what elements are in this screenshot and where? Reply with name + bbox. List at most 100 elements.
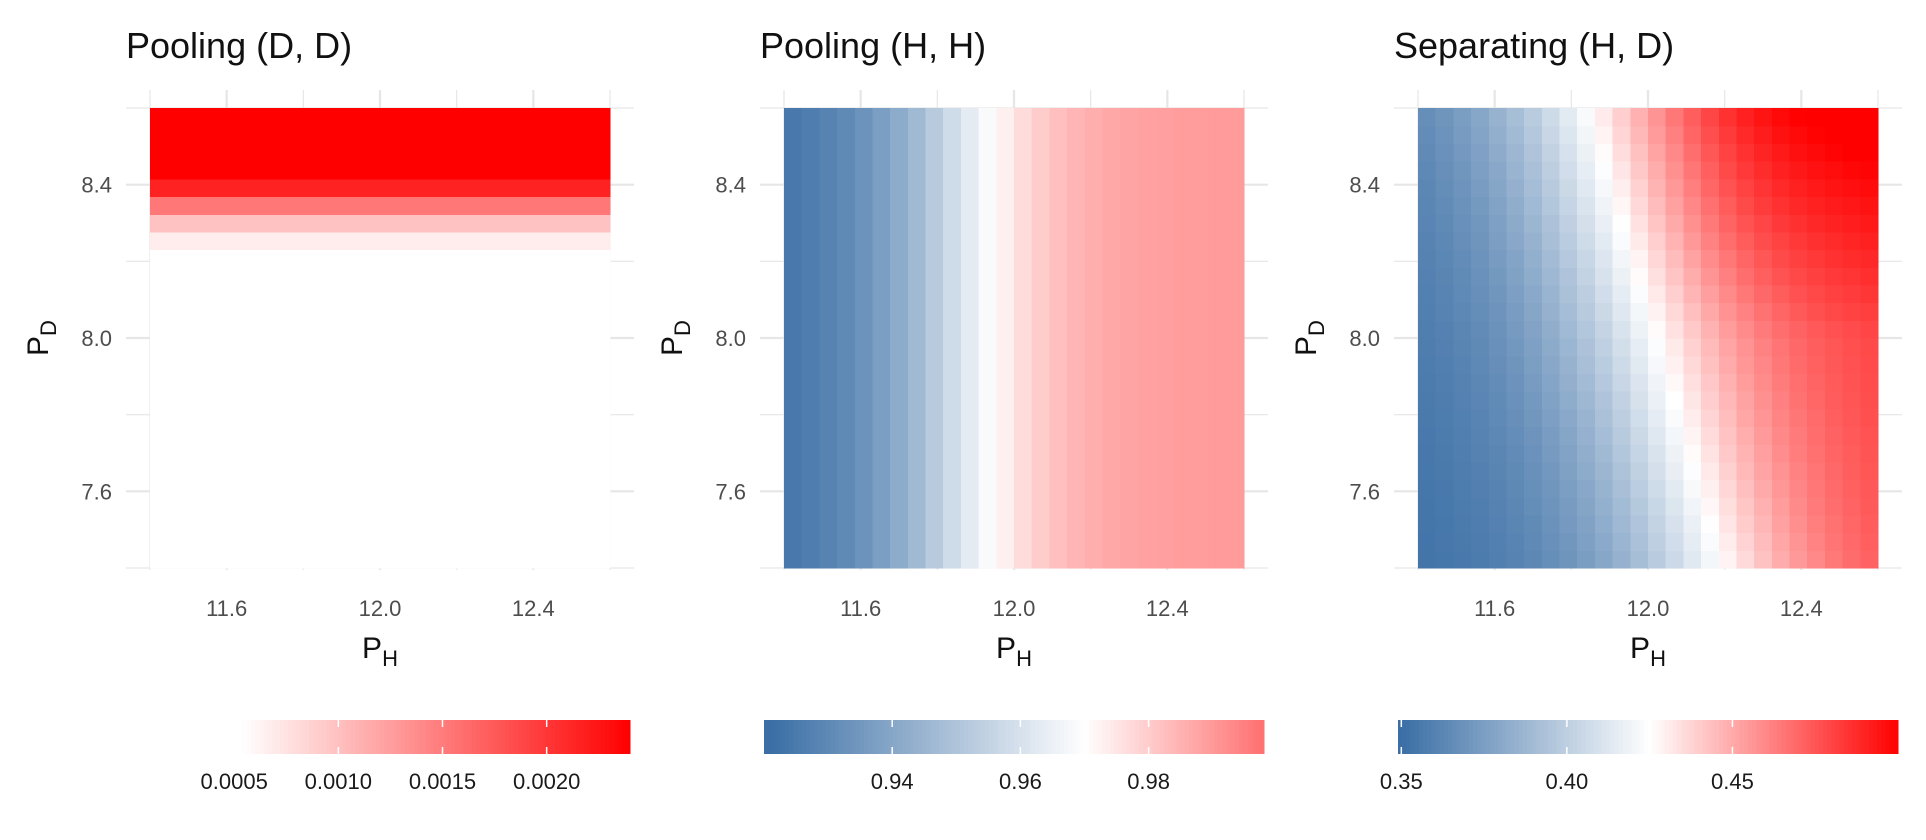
- heatmap-tile: [592, 125, 611, 144]
- heatmap-tile: [996, 514, 1015, 534]
- heatmap-tile: [1630, 391, 1649, 410]
- heatmap-tile: [1155, 320, 1174, 339]
- heatmap-tile: [978, 426, 997, 445]
- colorbar-segment: [1055, 720, 1061, 754]
- heatmap-tile: [1208, 426, 1227, 445]
- heatmap-tile: [326, 497, 346, 516]
- heatmap-tile: [801, 125, 820, 144]
- colorbar-segment: [1843, 720, 1849, 754]
- heatmap-tile: [486, 214, 505, 233]
- heatmap-tile: [854, 284, 874, 304]
- heatmap-tile: [1559, 497, 1578, 516]
- heatmap-tile: [1541, 355, 1561, 374]
- heatmap-tile: [1418, 231, 1437, 251]
- heatmap-tile: [167, 320, 186, 339]
- heatmap-tile: [1860, 338, 1879, 357]
- heatmap-tile: [996, 532, 1015, 551]
- colorbar-segment: [1639, 720, 1645, 754]
- heatmap-tile: [203, 231, 222, 251]
- heatmap-tile: [1471, 196, 1490, 215]
- heatmap-tile: [397, 284, 416, 304]
- heatmap-tile: [150, 373, 169, 392]
- heatmap-tile: [907, 550, 927, 569]
- colorbar-segment: [1773, 720, 1778, 754]
- heatmap-tile: [872, 267, 891, 286]
- heatmap-tile: [203, 302, 222, 321]
- heatmap-tile: [556, 408, 576, 428]
- colorbar-segment: [280, 720, 285, 754]
- heatmap-tile: [1049, 550, 1068, 569]
- heatmap-tile: [397, 391, 416, 410]
- heatmap-tile: [1155, 249, 1174, 268]
- heatmap-tile: [996, 320, 1015, 339]
- heatmap-tile: [1771, 320, 1791, 339]
- x-tick-label: 11.6: [1474, 596, 1515, 621]
- heatmap-tile: [960, 249, 980, 268]
- heatmap-tile: [1630, 373, 1649, 392]
- heatmap-tile: [150, 408, 169, 428]
- heatmap-tile: [273, 373, 293, 392]
- heatmap-tile: [784, 249, 803, 268]
- colorbar-segment: [789, 720, 794, 754]
- heatmap-tile: [1506, 444, 1525, 463]
- heatmap-tile: [1049, 408, 1068, 428]
- heatmap-tile: [203, 479, 222, 498]
- heatmap-tile: [819, 479, 838, 498]
- heatmap-tile: [1754, 143, 1773, 162]
- colorbar-segment: [1531, 720, 1537, 754]
- heatmap-tile: [837, 196, 856, 215]
- colorbar-segment: [1410, 720, 1416, 754]
- heatmap-tile: [326, 426, 346, 445]
- heatmap-tile: [1067, 214, 1086, 233]
- heatmap-tile: [1807, 125, 1826, 144]
- heatmap-tile: [1701, 408, 1720, 428]
- heatmap-tile: [978, 125, 997, 144]
- heatmap-tile: [1014, 479, 1033, 498]
- heatmap-tile: [943, 497, 962, 516]
- colorbar-segment: [1781, 720, 1787, 754]
- heatmap-tile: [1435, 426, 1454, 445]
- colorbar-segment: [930, 720, 936, 754]
- heatmap-tile: [1471, 161, 1490, 180]
- heatmap-tile: [309, 196, 328, 215]
- colorbar-legend: 0.35 0.40 0.45: [1380, 720, 1899, 794]
- heatmap-tile: [521, 143, 540, 162]
- heatmap-tile: [415, 373, 434, 392]
- heatmap-tile: [150, 249, 169, 268]
- colorbar-segment: [1134, 720, 1140, 754]
- heatmap-tile: [1049, 196, 1068, 215]
- heatmap-tile: [574, 125, 593, 144]
- colorbar-segment: [1698, 720, 1703, 754]
- colorbar-segment: [534, 720, 539, 754]
- heatmap-tile: [450, 479, 470, 498]
- heatmap-tile: [1155, 461, 1174, 481]
- heatmap-tile: [960, 373, 980, 392]
- heatmap-tile: [1860, 267, 1879, 286]
- heatmap-tile: [1594, 497, 1614, 516]
- heatmap-tile: [1594, 161, 1614, 180]
- panel-pooling-hh: Pooling (H, H) 11.6 12.0 12.47.68.08.4 PH …: [656, 25, 1268, 794]
- heatmap-tile: [344, 444, 363, 463]
- heatmap-tile: [960, 338, 980, 357]
- colorbar-segment: [371, 720, 377, 754]
- heatmap-tile: [521, 426, 540, 445]
- heatmap-tile: [819, 161, 838, 180]
- heatmap-tile: [1067, 284, 1086, 304]
- heatmap-tile: [1226, 108, 1245, 127]
- heatmap-tile: [925, 355, 944, 374]
- heatmap-tile: [556, 320, 576, 339]
- x-axis-label-main: P: [1630, 632, 1650, 665]
- heatmap-tile: [907, 497, 927, 516]
- heatmap-tile: [521, 196, 540, 215]
- colorbar-segment: [355, 720, 360, 754]
- heatmap-tile: [1120, 108, 1139, 127]
- heatmap-tile: [503, 143, 523, 162]
- heatmap-tile: [415, 196, 434, 215]
- heatmap-tile: [1102, 426, 1121, 445]
- heatmap-tile: [220, 143, 240, 162]
- heatmap-tile: [397, 196, 416, 215]
- heatmap-tile: [592, 214, 611, 233]
- heatmap-tile: [907, 178, 927, 198]
- heatmap-tile: [1789, 249, 1808, 268]
- heatmap-tile: [978, 196, 997, 215]
